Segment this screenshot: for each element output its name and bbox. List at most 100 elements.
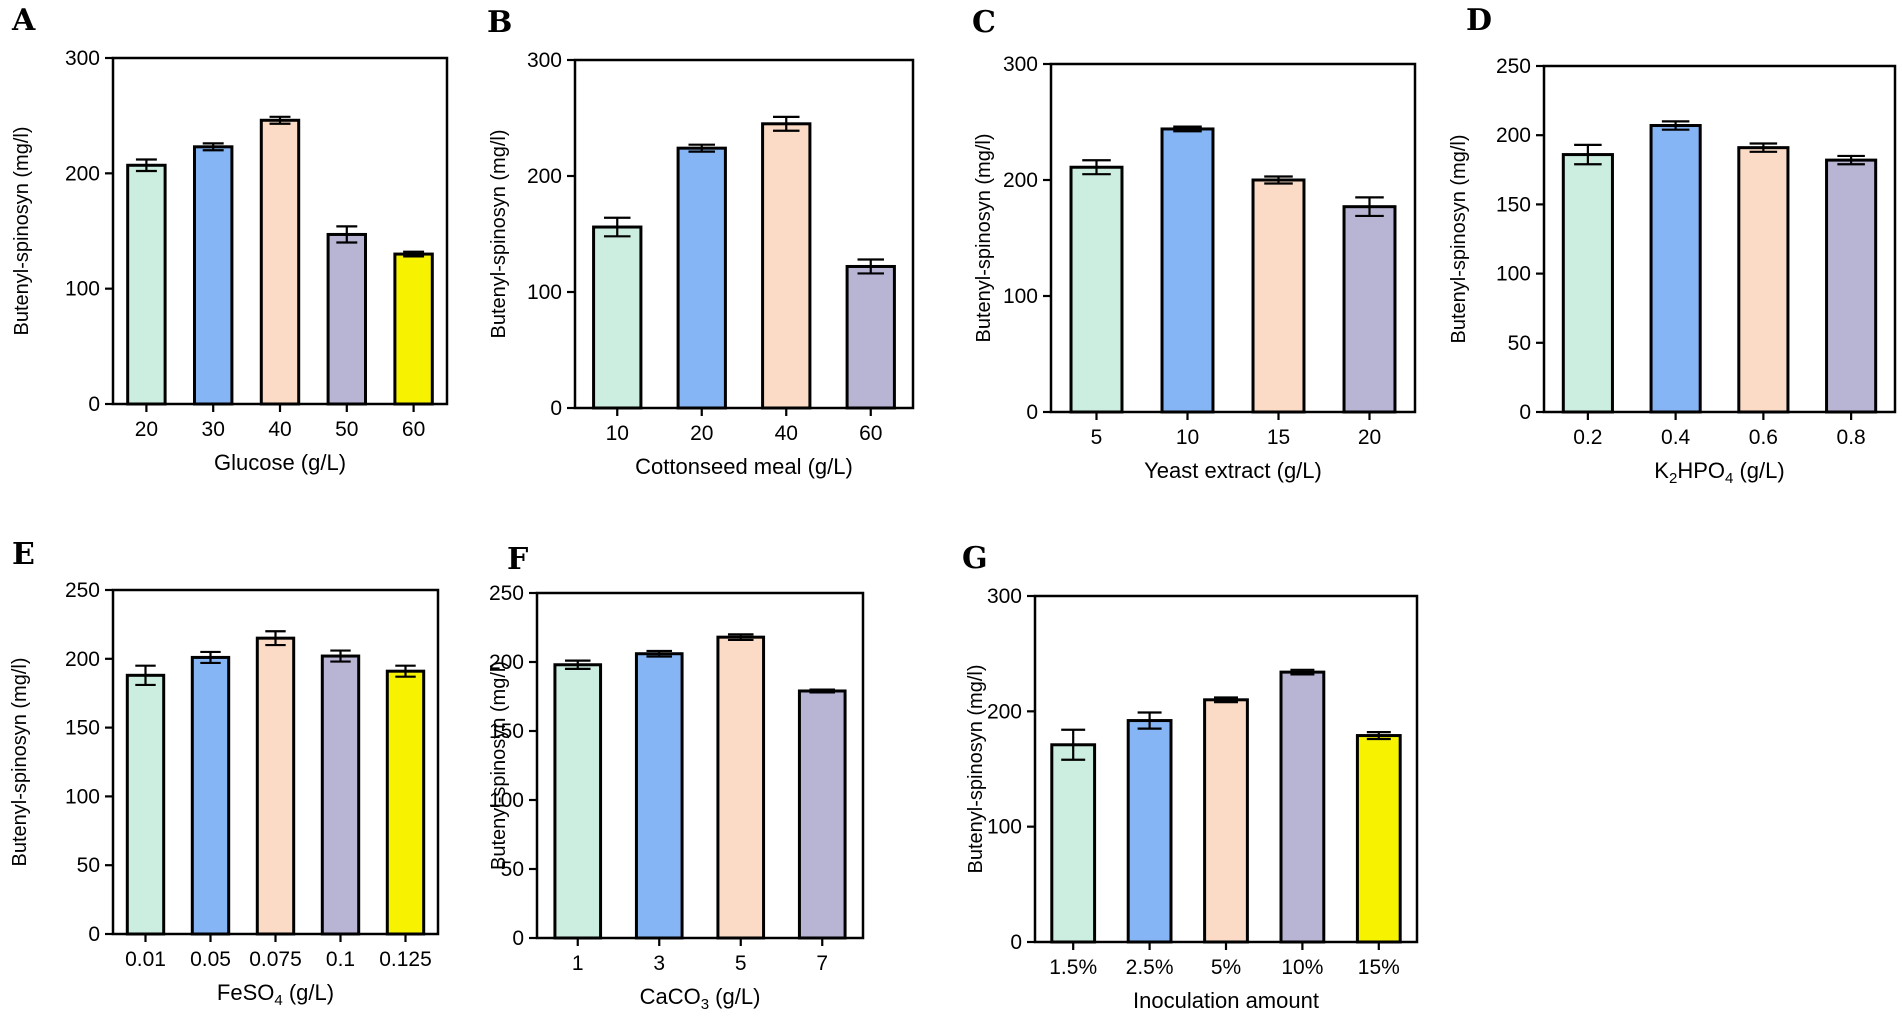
error-bar-5 xyxy=(1082,159,1111,176)
x-tick-label: 30 xyxy=(202,418,225,441)
panel-label: A xyxy=(11,3,36,38)
x-axis-label: K2HPO4 (g/L) xyxy=(1654,458,1784,487)
bar-60 xyxy=(845,264,896,410)
error-bar-1 xyxy=(564,659,591,671)
x-axis-label-subscript: 2 xyxy=(1669,470,1677,487)
y-tick-label: 200 xyxy=(1496,124,1531,147)
error-bar-0.2 xyxy=(1574,143,1602,166)
x-tick-label: 0.8 xyxy=(1837,426,1866,449)
bar-40 xyxy=(761,122,812,410)
x-axis-label-subscript: 3 xyxy=(701,996,709,1013)
plot-frame xyxy=(1049,62,1417,414)
y-tick-label: 300 xyxy=(65,47,100,70)
bar-2.5% xyxy=(1126,719,1173,944)
bar-15 xyxy=(1251,178,1306,414)
bar-0.1 xyxy=(320,654,361,936)
error-bar-3 xyxy=(646,649,673,658)
error-bar-20 xyxy=(135,158,157,173)
bar-20 xyxy=(676,146,727,410)
panel-d: D 0.2 0.4 0.6 0.8 0 50 100 150 200 250 Butenyl-spin… xyxy=(1448,3,1897,487)
y-axis-label: Butenyl-spinosyn (mg/l) xyxy=(11,127,33,336)
y-tick-label: 50 xyxy=(501,858,524,881)
y-tick-label: 200 xyxy=(65,162,100,185)
error-bar-15 xyxy=(1264,175,1293,185)
panel-a: A 20 30 40 50 60 0 100 200 300 Butenyl-spinosyn (m… xyxy=(11,3,449,475)
y-tick-label: 200 xyxy=(1003,169,1038,192)
y-tick-label: 200 xyxy=(527,165,562,188)
y-axis-label: Butenyl-spinosyn (mg/l) xyxy=(973,134,995,343)
error-bar-40 xyxy=(773,115,800,132)
x-tick-label: 3 xyxy=(653,952,665,975)
error-bar-15% xyxy=(1366,730,1391,741)
x-axis-label-part: K xyxy=(1654,458,1669,483)
y-tick-label: 250 xyxy=(65,579,100,602)
y-tick-label: 0 xyxy=(1519,401,1531,424)
y-tick-label: 100 xyxy=(1496,263,1531,286)
y-tick-label: 150 xyxy=(65,717,100,740)
error-bar-30 xyxy=(202,142,224,152)
panel-label: D xyxy=(1466,3,1492,38)
x-tick-label: 0.6 xyxy=(1749,426,1778,449)
x-tick-label: 0.075 xyxy=(249,948,302,971)
y-tick-label: 300 xyxy=(987,585,1022,608)
x-tick-label: 10% xyxy=(1281,956,1323,979)
bar-20 xyxy=(1342,205,1397,414)
x-tick-label: 1 xyxy=(572,952,584,975)
bar-0.05 xyxy=(190,655,231,936)
y-axis-label: Butenyl-spinosyn (mg/l) xyxy=(965,665,987,874)
y-tick-label: 200 xyxy=(65,648,100,671)
y-tick-label: 0 xyxy=(88,923,100,946)
x-axis-label: Glucose (g/L) xyxy=(214,450,346,475)
panel-label: G xyxy=(962,541,988,576)
x-axis-label-part: Inoculation amount xyxy=(1133,988,1319,1013)
x-tick-label: 0.4 xyxy=(1661,426,1691,449)
bar-60 xyxy=(393,252,434,406)
bar-15% xyxy=(1355,734,1402,944)
x-axis-label: CaCO3 (g/L) xyxy=(640,984,761,1013)
error-bar-60 xyxy=(403,250,425,258)
error-bar-20 xyxy=(1355,196,1384,218)
error-bar-7 xyxy=(809,688,836,694)
bar-10 xyxy=(1160,127,1215,414)
bar-10% xyxy=(1279,670,1326,944)
y-tick-label: 150 xyxy=(489,720,524,743)
bar-10 xyxy=(592,225,643,410)
y-axis-label: Butenyl-spinosyn (mg/l) xyxy=(488,661,510,870)
y-axis-label: Butenyl-spinosyn (mg/l) xyxy=(1448,135,1470,344)
y-tick-label: 100 xyxy=(987,816,1022,839)
panel-label: B xyxy=(487,5,512,40)
x-axis-label: Cottonseed meal (g/L) xyxy=(635,454,853,479)
bar-5 xyxy=(1069,165,1124,414)
x-tick-label: 15% xyxy=(1358,956,1400,979)
x-tick-label: 40 xyxy=(268,418,291,441)
x-tick-label: 2.5% xyxy=(1126,956,1174,979)
x-axis-label: FeSO4 (g/L) xyxy=(217,980,334,1009)
x-tick-label: 60 xyxy=(859,422,882,445)
x-tick-label: 40 xyxy=(775,422,798,445)
y-tick-label: 0 xyxy=(550,397,562,420)
x-axis-label-part: Glucose (g/L) xyxy=(214,450,346,475)
panel-label: C xyxy=(972,5,996,40)
x-tick-label: 50 xyxy=(335,418,358,441)
panel-e: E 0.01 0.05 0.075 0.1 0.125 0 50 100 150 200 250 But… xyxy=(9,537,440,1009)
error-bar-0.6 xyxy=(1749,142,1778,153)
error-bar-5% xyxy=(1214,696,1238,704)
panel-g: G 1.5% 2.5% 5% 10% 15% 0 100 200 300 Butenyl-spino… xyxy=(962,541,1419,1013)
x-tick-label: 7 xyxy=(816,952,828,975)
bar-30 xyxy=(192,145,234,406)
y-tick-label: 0 xyxy=(512,927,524,950)
error-bar-10% xyxy=(1290,668,1315,676)
error-bar-20 xyxy=(688,143,715,153)
x-tick-label: 60 xyxy=(402,418,425,441)
error-bar-60 xyxy=(857,258,884,275)
x-axis-label-subscript: 4 xyxy=(274,992,282,1009)
bar-0.8 xyxy=(1825,158,1878,414)
error-bar-0.1 xyxy=(330,649,351,663)
plot-frame xyxy=(111,588,440,936)
y-tick-label: 0 xyxy=(1026,401,1038,424)
bar-50 xyxy=(326,232,368,406)
bar-5% xyxy=(1203,698,1249,944)
plot-frame xyxy=(1033,594,1419,944)
